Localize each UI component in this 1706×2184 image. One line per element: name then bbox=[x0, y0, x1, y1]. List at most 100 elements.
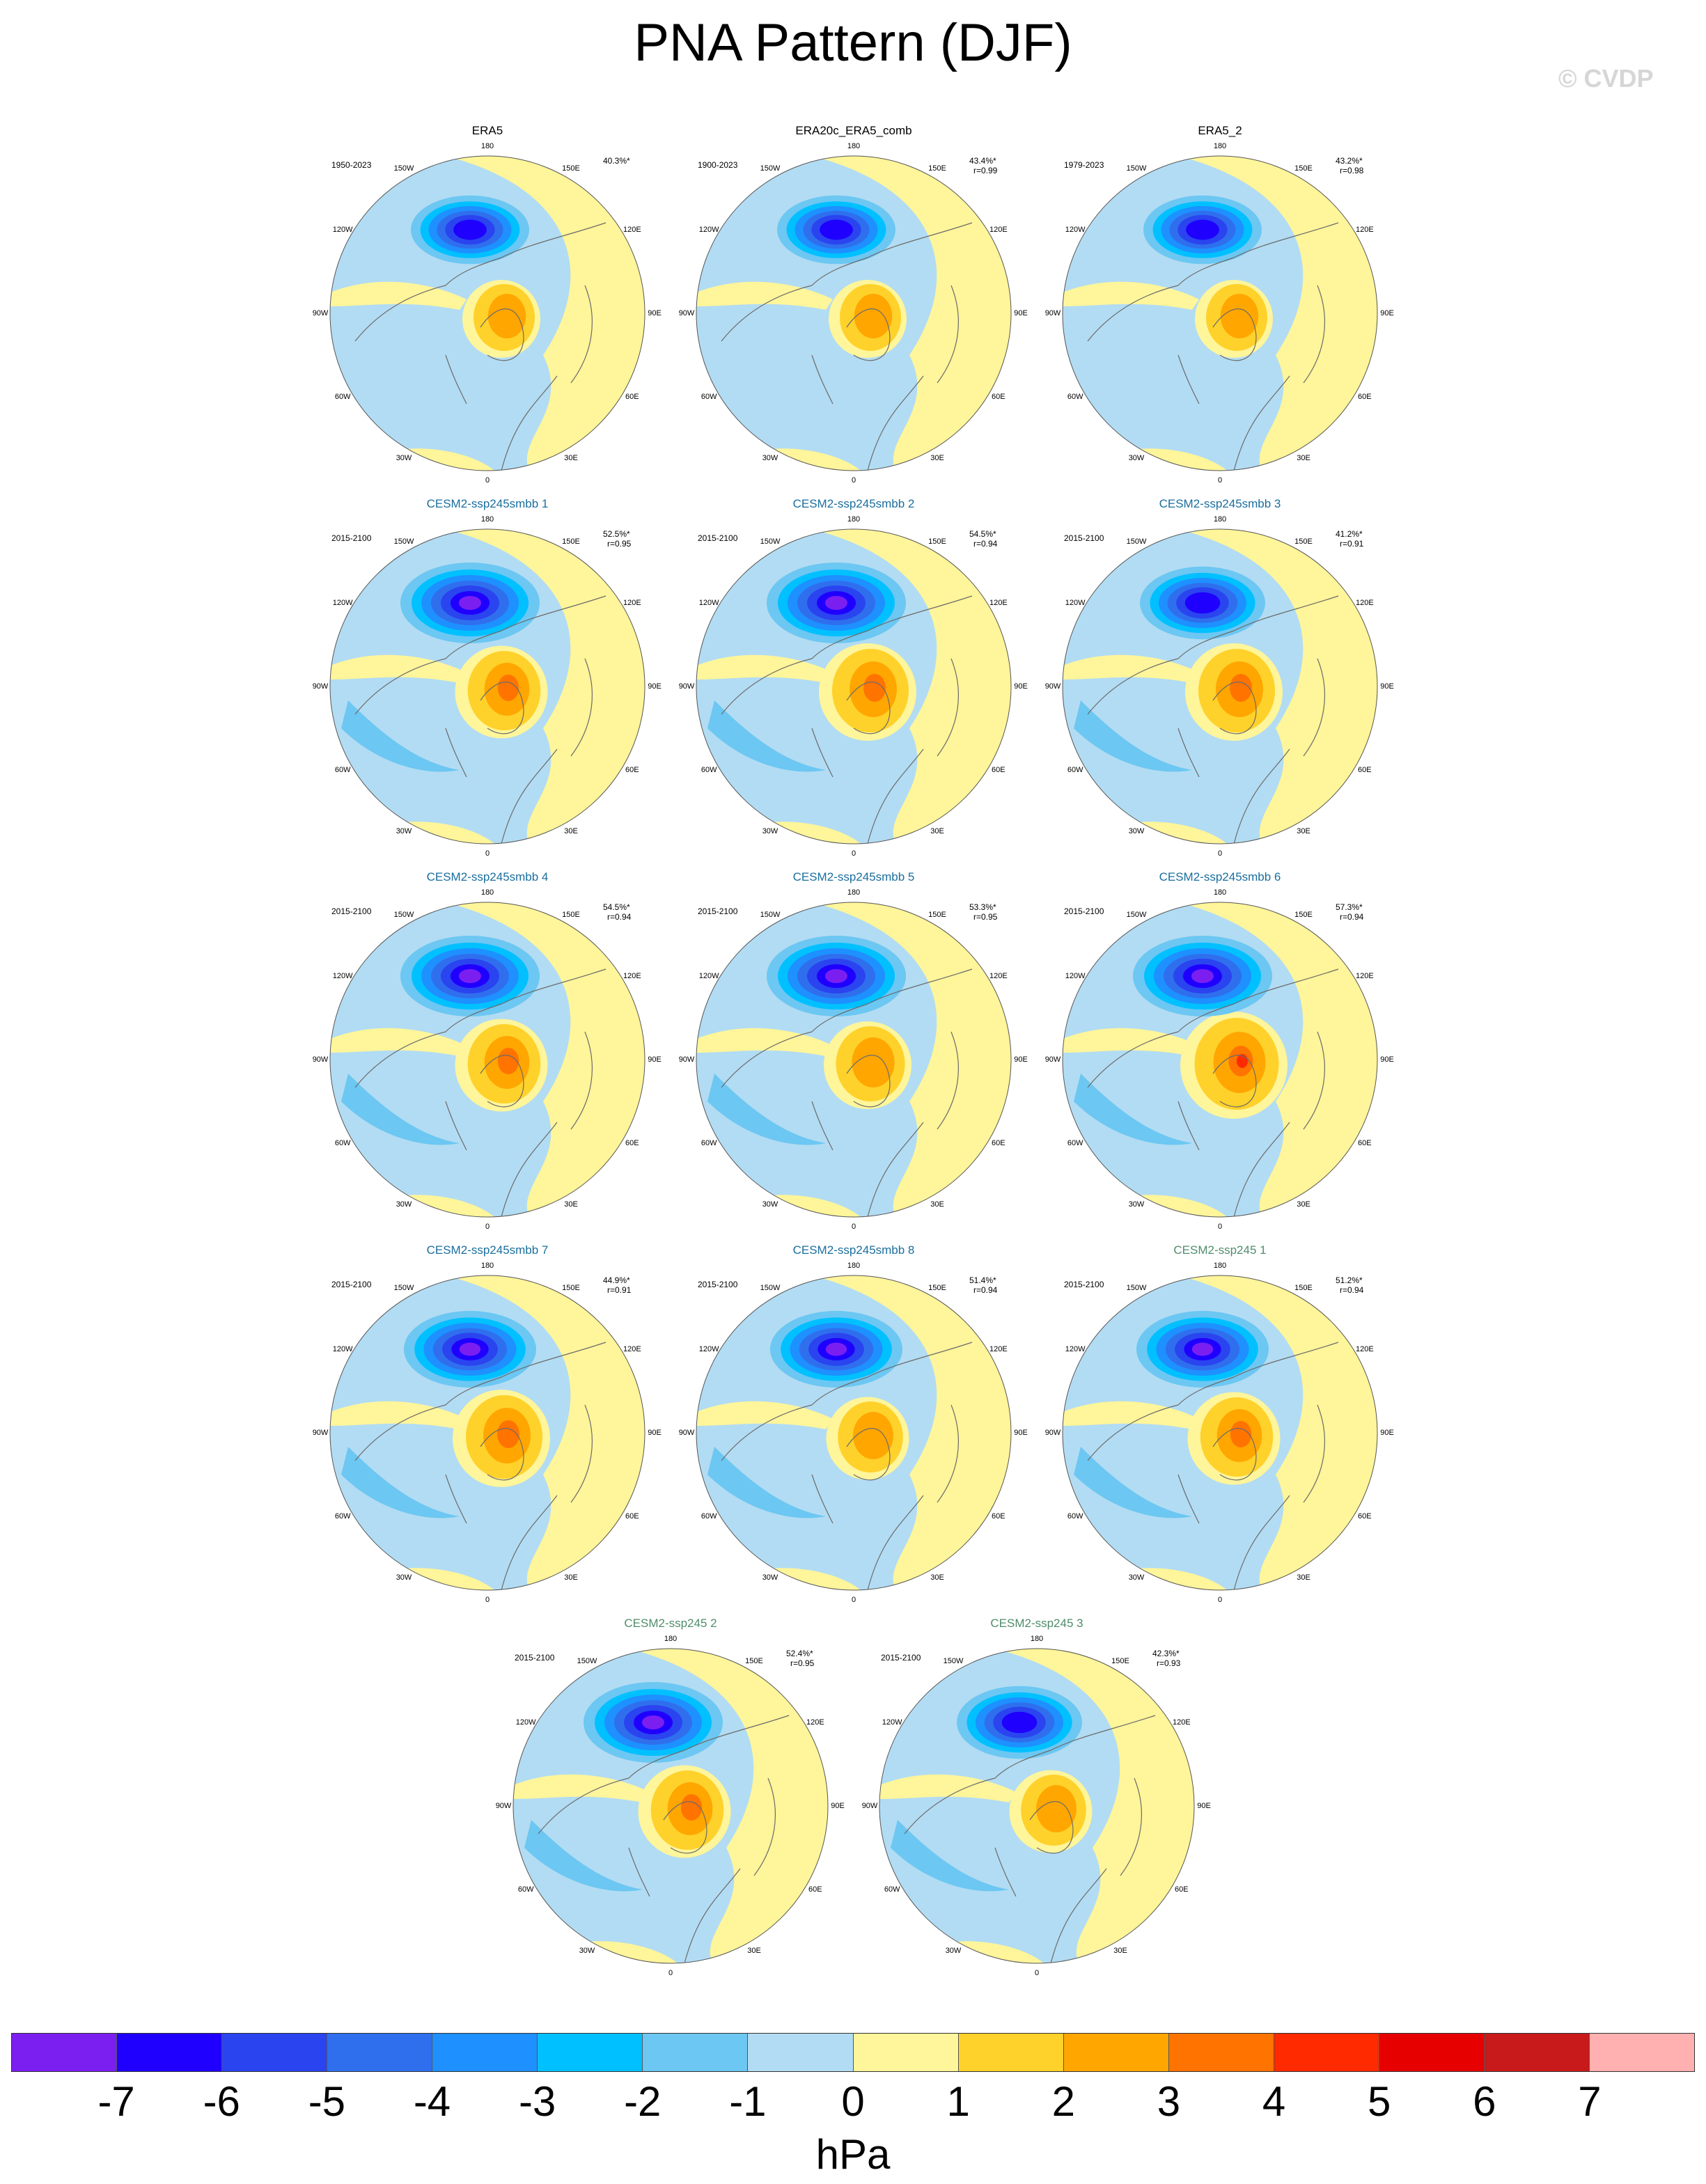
longitude-label: 30E bbox=[564, 453, 578, 462]
longitude-label: 120W bbox=[1065, 226, 1086, 234]
longitude-label: 30W bbox=[762, 1200, 778, 1209]
longitude-label: 0 bbox=[851, 476, 856, 485]
panel-title: CESM2-ssp245smbb 8 bbox=[792, 1243, 915, 1257]
coastline bbox=[721, 257, 868, 342]
longitude-label: 0 bbox=[485, 1596, 490, 1604]
colorbar-tick-label: 6 bbox=[1473, 2078, 1496, 2125]
coastline bbox=[994, 1847, 1017, 1897]
panel-years: 2015-2100 bbox=[331, 1280, 372, 1289]
coastline bbox=[904, 1750, 1051, 1835]
longitude-label: 180 bbox=[847, 515, 861, 524]
colorbar-swatch bbox=[222, 2034, 328, 2071]
coastline bbox=[1233, 222, 1339, 258]
coastline bbox=[846, 1428, 891, 1481]
coastline bbox=[937, 1404, 959, 1503]
panel-correlation: r=0.94 bbox=[973, 1285, 998, 1295]
coastline bbox=[1212, 308, 1257, 361]
longitude-label: 30E bbox=[1297, 453, 1310, 462]
colorbar-tick-label: -3 bbox=[518, 2078, 556, 2125]
map-panel: CESM2-ssp245smbb 2 2015-2100 54.5%* r=0.94 1… bbox=[673, 497, 1035, 858]
longitude-label: 120E bbox=[989, 1345, 1008, 1353]
panel-correlation: r=0.95 bbox=[607, 539, 632, 549]
coastline bbox=[354, 257, 502, 342]
longitude-label: 60W bbox=[334, 1139, 351, 1147]
longitude-label: 120E bbox=[623, 226, 641, 234]
colorbar-tick-label: 0 bbox=[841, 2078, 865, 2125]
coastline bbox=[867, 595, 973, 631]
colorbar-swatch bbox=[1484, 2034, 1590, 2071]
longitude-label: 120W bbox=[698, 226, 719, 234]
panel-title: CESM2-ssp245 3 bbox=[990, 1617, 1083, 1630]
longitude-label: 30E bbox=[1113, 1946, 1127, 1955]
map-panel: ERA20c_ERA5_comb 1900-2023 43.4%* r=0.99 180… bbox=[673, 124, 1035, 485]
coastline bbox=[867, 375, 924, 471]
longitude-label: 150E bbox=[928, 1284, 946, 1293]
coastline bbox=[1087, 257, 1235, 342]
coastline bbox=[1177, 1101, 1200, 1151]
polar-map bbox=[512, 1648, 829, 1964]
longitude-label: 30E bbox=[930, 453, 944, 462]
longitude-label: 90W bbox=[495, 1802, 512, 1810]
panel-years: 2015-2100 bbox=[1064, 533, 1104, 543]
colorbar-swatch bbox=[1589, 2034, 1694, 2071]
longitude-label: 30W bbox=[762, 453, 778, 462]
longitude-label: 90E bbox=[648, 682, 662, 691]
panel-title: CESM2-ssp245 2 bbox=[624, 1617, 717, 1630]
longitude-label: 60E bbox=[1358, 1139, 1372, 1147]
panel-title: CESM2-ssp245smbb 2 bbox=[792, 497, 915, 510]
coastline bbox=[570, 1404, 593, 1503]
coastline bbox=[1177, 354, 1200, 404]
longitude-label: 0 bbox=[1217, 1596, 1223, 1604]
longitude-label: 150E bbox=[1294, 537, 1313, 547]
coastline bbox=[501, 595, 607, 631]
longitude-label: 0 bbox=[1217, 476, 1223, 485]
longitude-label: 120E bbox=[989, 972, 1008, 980]
coastline bbox=[1212, 682, 1257, 734]
longitude-label: 120E bbox=[623, 972, 641, 980]
coastline bbox=[937, 1031, 959, 1130]
longitude-label: 150W bbox=[1126, 537, 1147, 547]
coastline bbox=[445, 728, 467, 778]
panel-variance: 52.5%* bbox=[603, 529, 630, 539]
longitude-label: 180 bbox=[1213, 515, 1227, 524]
panel-variance: 44.9%* bbox=[603, 1275, 630, 1285]
coastline bbox=[811, 1101, 834, 1151]
longitude-label: 60W bbox=[1067, 393, 1083, 401]
longitude-label: 60W bbox=[334, 1512, 351, 1521]
map-panel: CESM2-ssp245smbb 4 2015-2100 54.5%* r=0.94 1… bbox=[306, 870, 668, 1231]
longitude-label: 60E bbox=[1358, 1512, 1372, 1521]
longitude-label: 60W bbox=[1067, 1139, 1083, 1147]
longitude-label: 30E bbox=[1297, 1200, 1310, 1209]
longitude-label: 30W bbox=[1128, 1200, 1145, 1209]
longitude-label: 120E bbox=[989, 599, 1008, 607]
longitude-label: 60E bbox=[1358, 393, 1372, 401]
colorbar-swatch bbox=[748, 2034, 854, 2071]
panel-title: CESM2-ssp245smbb 5 bbox=[792, 870, 915, 883]
panel-variance: 52.4%* bbox=[786, 1649, 813, 1658]
longitude-label: 90W bbox=[312, 1429, 329, 1437]
longitude-label: 30W bbox=[1128, 826, 1145, 835]
longitude-label: 120W bbox=[332, 226, 353, 234]
longitude-label: 30E bbox=[564, 826, 578, 835]
coastline bbox=[1050, 1715, 1156, 1751]
coastline bbox=[1087, 1376, 1235, 1461]
longitude-label: 60E bbox=[992, 393, 1005, 401]
map-panel: CESM2-ssp245 1 2015-2100 51.2%* r=0.94 180 15… bbox=[1039, 1243, 1401, 1604]
longitude-label: 150E bbox=[562, 164, 580, 173]
panel-variance: 43.2%* bbox=[1336, 156, 1363, 166]
longitude-label: 90W bbox=[1044, 1055, 1061, 1064]
longitude-label: 150W bbox=[760, 911, 781, 920]
longitude-label: 150W bbox=[393, 1284, 414, 1293]
coastline bbox=[846, 682, 891, 734]
colorbar-swatch bbox=[1274, 2034, 1379, 2071]
longitude-label: 120W bbox=[1065, 599, 1086, 607]
polar-map bbox=[329, 902, 645, 1218]
colorbar-swatch bbox=[538, 2034, 643, 2071]
longitude-label: 90W bbox=[1044, 682, 1061, 691]
colorbar-tick-label: 4 bbox=[1262, 2078, 1286, 2125]
longitude-label: 150W bbox=[1126, 164, 1147, 173]
coastline bbox=[846, 1055, 891, 1108]
longitude-label: 90E bbox=[1014, 1055, 1028, 1064]
panel-years: 2015-2100 bbox=[1064, 906, 1104, 916]
colorbar-tick-label: -6 bbox=[203, 2078, 240, 2125]
